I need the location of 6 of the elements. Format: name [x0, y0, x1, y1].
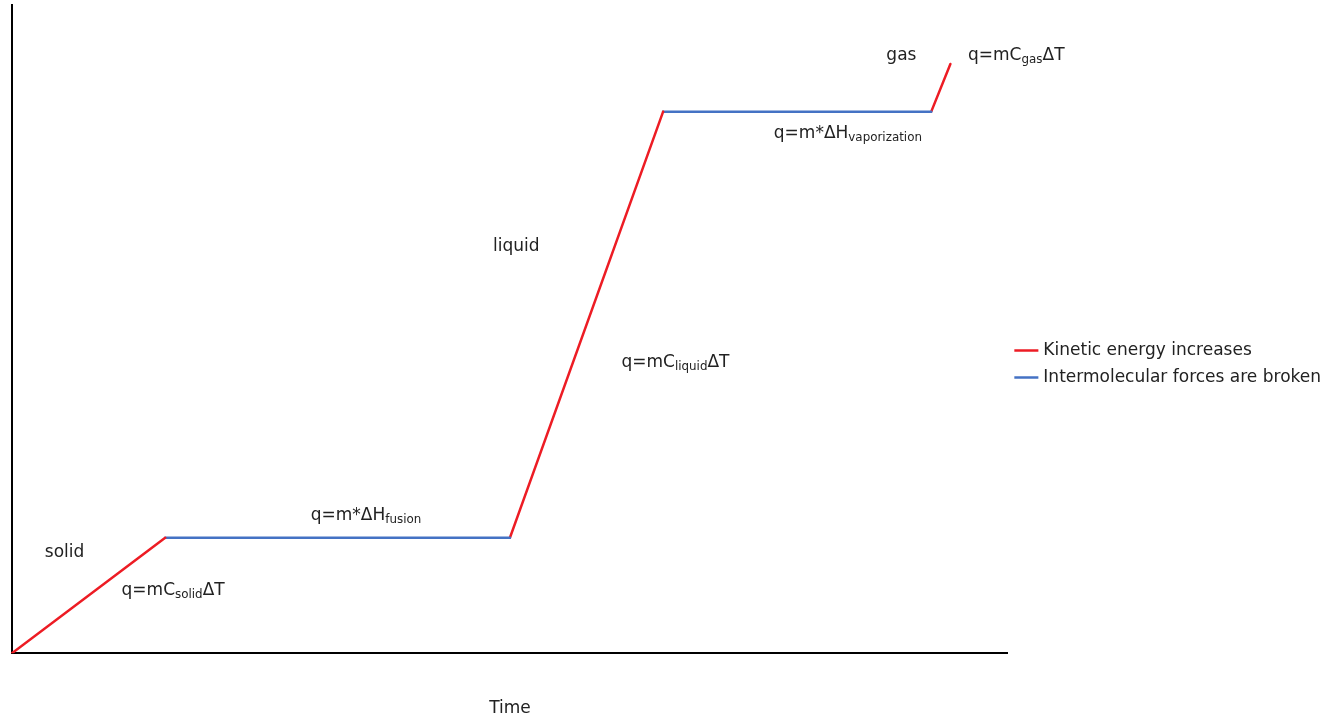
annotation: liquid — [493, 235, 540, 256]
legend-label: Kinetic energy increases — [1043, 338, 1252, 359]
legend-label: Intermolecular forces are broken — [1043, 365, 1322, 386]
text: gas — [886, 43, 917, 64]
annotation: solid — [44, 541, 85, 562]
x-axis-title: Time — [488, 697, 531, 718]
